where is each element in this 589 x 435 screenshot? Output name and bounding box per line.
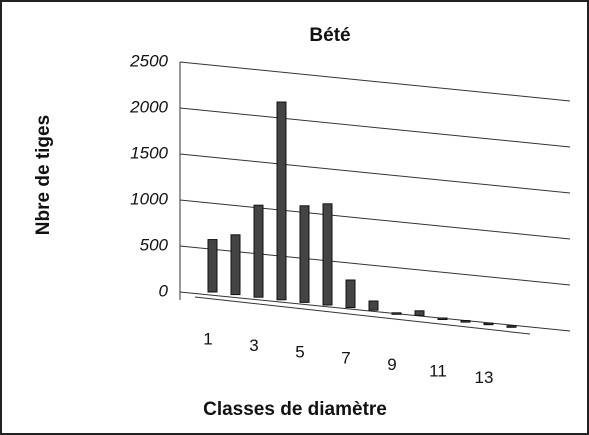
y-tick-label: 0 — [159, 281, 169, 300]
y-axis-label: Nbre de tiges — [33, 115, 54, 235]
bar — [230, 234, 241, 296]
grid-line — [179, 107, 571, 148]
grid-line — [179, 245, 571, 286]
bar — [460, 320, 471, 323]
bar — [368, 300, 379, 311]
floor-front — [194, 296, 531, 335]
x-tick-label: 13 — [475, 368, 494, 387]
x-tick-label: 5 — [295, 342, 304, 361]
bar — [506, 325, 517, 328]
x-tick-label: 1 — [203, 329, 212, 348]
grid-line — [179, 291, 571, 332]
x-tick-label: 3 — [249, 336, 258, 355]
y-tick-label: 2000 — [129, 97, 168, 116]
y-tick-label: 500 — [140, 235, 169, 254]
grid-line — [179, 199, 571, 240]
bar — [276, 101, 287, 301]
bar — [322, 203, 333, 306]
grid-line — [179, 61, 571, 102]
bar — [414, 310, 425, 316]
x-axis-label: Classes de diamètre — [203, 399, 387, 420]
bar — [391, 312, 402, 315]
bar — [299, 205, 310, 303]
bar — [207, 239, 218, 293]
x-tick-label: 11 — [429, 361, 447, 380]
bar — [483, 322, 494, 326]
chart-title: Bété — [309, 25, 350, 46]
bar — [437, 317, 448, 320]
y-tick-label: 1500 — [130, 143, 168, 162]
bar — [345, 279, 356, 309]
bar — [253, 204, 264, 298]
grid-line — [179, 153, 571, 194]
x-tick-label: 9 — [387, 355, 396, 374]
x-tick-label: 7 — [341, 349, 350, 368]
y-tick-label: 1000 — [130, 189, 168, 208]
y-tick-label: 2500 — [129, 51, 168, 70]
